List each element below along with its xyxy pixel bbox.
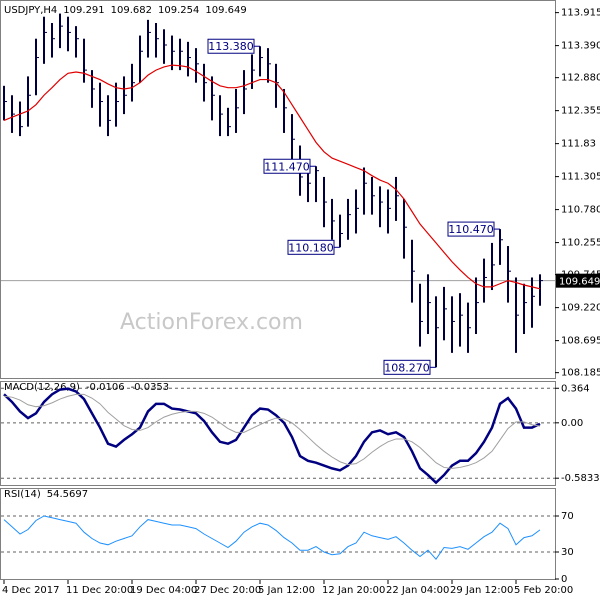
- panel-header: USDJPY,H4: [4, 5, 57, 16]
- annotation-box: [383, 359, 431, 375]
- panel-header: RSI(14): [4, 489, 41, 500]
- y-tick-label: 0.364: [561, 383, 590, 394]
- y-tick-label: 109.220: [561, 303, 600, 314]
- panel-header: 109.291: [63, 5, 104, 16]
- annotation-box: [447, 221, 495, 237]
- panel-header: 109.254: [158, 5, 199, 16]
- y-tick-label: 112.355: [561, 106, 600, 117]
- current-price-box: [556, 273, 600, 288]
- y-tick-label: 30: [561, 547, 574, 558]
- x-tick-label: 22 Jan 04:00: [386, 585, 449, 596]
- watermark: ActionForex.com: [120, 310, 303, 335]
- indicator-line: [3, 387, 541, 485]
- panel-header: 109.649: [205, 5, 246, 16]
- moving-average: [3, 64, 541, 290]
- current-price-label: 109.649: [559, 277, 600, 288]
- annotation-label: 108.270: [384, 361, 430, 374]
- y-tick-label: 110.255: [561, 238, 600, 249]
- annotation-box: [263, 158, 311, 174]
- y-tick-label: 111.305: [561, 172, 600, 183]
- x-tick-label: 12 Jan 20:00: [322, 585, 385, 596]
- panel-header: MACD(12,26,9): [4, 382, 80, 393]
- y-tick-label: 70: [561, 511, 574, 522]
- annotation-label: 110.470: [448, 223, 494, 236]
- x-tick-label: 19 Dec 04:00: [130, 585, 197, 596]
- x-tick-label: 5 Feb 20:00: [514, 585, 573, 596]
- y-tick-label: 113.915: [561, 8, 600, 19]
- indicator-line: [3, 515, 541, 561]
- panel-header: 109.682: [111, 5, 152, 16]
- y-tick-label: 0.00: [561, 418, 583, 429]
- panel-header: 54.5697: [47, 489, 88, 500]
- y-tick-label: 108.185: [561, 368, 600, 379]
- y-tick-label: 111.83: [561, 139, 596, 150]
- price-panel: [0, 0, 556, 379]
- x-tick-label: 29 Jan 12:00: [450, 585, 513, 596]
- panel-header: -0.0353: [131, 382, 170, 393]
- annotation-label: 110.180: [288, 241, 334, 254]
- x-tick-label: 27 Dec 20:00: [194, 585, 261, 596]
- macd-panel: [0, 381, 556, 486]
- x-tick-label: 4 Dec 2017: [2, 585, 60, 596]
- x-tick-label: 11 Dec 20:00: [66, 585, 133, 596]
- panel-header: -0.0106: [86, 382, 125, 393]
- indicator-line: [3, 393, 541, 469]
- annotation-label: 111.470: [264, 160, 310, 173]
- y-tick-label: 113.390: [561, 41, 600, 52]
- annotation-box: [287, 239, 335, 255]
- annotation-label: 113.380: [208, 40, 254, 53]
- y-tick-label: 108.695: [561, 336, 600, 347]
- y-tick-label: 112.880: [561, 73, 600, 84]
- rsi-panel: [0, 488, 556, 580]
- y-tick-label: 0: [561, 574, 567, 585]
- y-tick-label: -0.5833: [561, 473, 600, 484]
- x-tick-label: 5 Jan 12:00: [258, 585, 315, 596]
- y-tick-label: 110.780: [561, 205, 600, 216]
- annotation-box: [207, 38, 255, 54]
